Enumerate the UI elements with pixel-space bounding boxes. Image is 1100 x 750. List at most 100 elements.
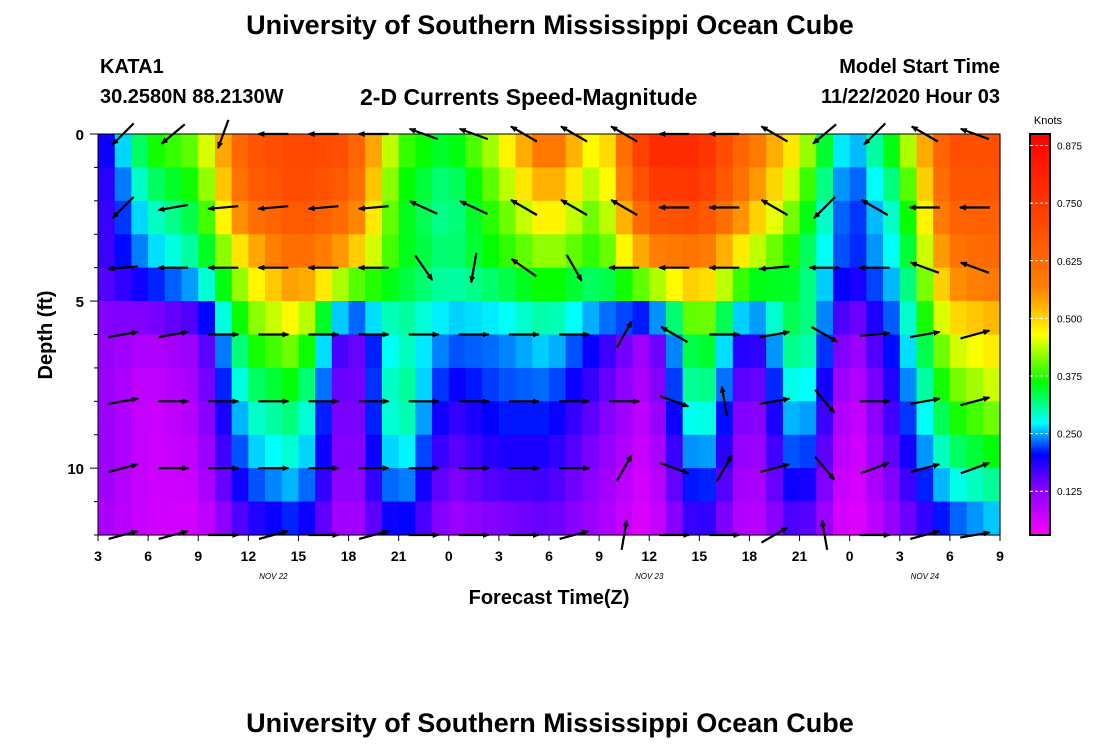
heatmap-cell <box>465 367 483 402</box>
heatmap-cell <box>749 401 767 436</box>
heatmap-cell <box>665 200 684 235</box>
heatmap-cell <box>832 468 851 503</box>
heatmap-cell <box>732 501 751 536</box>
heatmap-cell <box>899 468 918 503</box>
heatmap-cell <box>532 267 550 302</box>
current-vector <box>660 326 688 343</box>
heatmap-cell <box>649 301 667 336</box>
heatmap-cell <box>549 334 567 369</box>
heatmap-cell <box>532 134 550 169</box>
heatmap-cell <box>265 301 283 336</box>
heatmap-cell <box>732 234 751 269</box>
heatmap-cell <box>181 468 199 503</box>
heatmap-cell <box>248 301 266 336</box>
heatmap-cell <box>582 200 600 235</box>
heatmap-cell <box>198 267 216 302</box>
heatmap-cell <box>298 401 316 436</box>
heatmap-cell <box>214 367 233 402</box>
heatmap-cell <box>198 301 216 336</box>
heatmap-cell <box>699 200 717 235</box>
colorbar-tick-label: 0.250 <box>1057 430 1082 441</box>
colorbar-tick-label: 0.875 <box>1057 142 1082 153</box>
heatmap-cell <box>699 301 717 336</box>
heatmap-cell <box>515 267 533 302</box>
heatmap-cell <box>799 468 817 503</box>
heatmap-cell <box>766 367 784 402</box>
heatmap-cell <box>615 501 634 536</box>
heatmap-cell <box>415 134 433 169</box>
current-vector <box>217 119 230 150</box>
current-vector <box>258 529 289 540</box>
heatmap-cell <box>398 334 416 369</box>
heatmap-cell <box>448 134 467 169</box>
heatmap-cell <box>131 468 149 503</box>
heatmap-cell <box>265 134 283 169</box>
heatmap-cell <box>482 468 500 503</box>
heatmap-cell <box>465 468 483 503</box>
heatmap-cell <box>198 134 216 169</box>
current-vector <box>759 396 791 405</box>
x-tick-label: 3 <box>94 548 102 564</box>
heatmap-cell <box>448 501 467 536</box>
heatmap-cell <box>181 167 199 202</box>
heatmap-cell <box>381 501 400 536</box>
heatmap-cell <box>465 501 483 536</box>
heatmap-cell <box>816 367 834 402</box>
heatmap-cell <box>916 134 934 169</box>
heatmap-cell <box>716 401 734 436</box>
heatmap-cell <box>231 200 249 235</box>
heatmap-cell <box>966 334 984 369</box>
current-vector <box>111 122 135 146</box>
heatmap-cell <box>799 401 817 436</box>
heatmap-cell <box>281 167 300 202</box>
heatmap-cell <box>381 267 400 302</box>
heatmap-cell <box>966 267 984 302</box>
heatmap-cell <box>599 367 617 402</box>
heatmap-cell <box>114 334 132 369</box>
heatmap-cell <box>448 267 467 302</box>
heatmap-cell <box>849 134 867 169</box>
heatmap-cell <box>432 334 450 369</box>
heatmap-cell <box>832 234 851 269</box>
heatmap-cell <box>482 401 500 436</box>
heatmap-cell <box>365 434 383 469</box>
heatmap-cell <box>298 334 316 369</box>
heatmap-cell <box>933 267 951 302</box>
heatmap-cell <box>549 367 567 402</box>
x-tick-label: 9 <box>194 548 202 564</box>
heatmap-cell <box>816 167 834 202</box>
current-vector <box>910 462 941 474</box>
heatmap-cell <box>331 167 350 202</box>
heatmap-cell <box>699 468 717 503</box>
heatmap-cell <box>582 234 600 269</box>
heatmap-cell <box>415 334 433 369</box>
heatmap-cell <box>131 267 149 302</box>
heatmap-cell <box>281 301 300 336</box>
heatmap-cell <box>899 367 918 402</box>
heatmap-cell <box>716 434 734 469</box>
heatmap-cell <box>866 501 884 536</box>
heatmap-cell <box>549 234 567 269</box>
heatmap-cell <box>665 334 684 369</box>
heatmap-cell <box>549 301 567 336</box>
heatmap-cell <box>398 267 416 302</box>
heatmap-cell <box>114 267 132 302</box>
chart-subtitle: 2-D Currents Speed-Magnitude <box>360 84 698 110</box>
heatmap-cell <box>599 301 617 336</box>
heatmap-cell <box>916 401 934 436</box>
heatmap-cell <box>732 267 751 302</box>
heatmap-cell <box>816 334 834 369</box>
heatmap-cell <box>799 334 817 369</box>
heatmap-cell <box>766 468 784 503</box>
heatmap-cell <box>766 334 784 369</box>
heatmap-cell <box>816 200 834 235</box>
colorbar-tick-label: 0.500 <box>1057 314 1082 325</box>
heatmap-cell <box>131 200 149 235</box>
heatmap-cell <box>482 434 500 469</box>
heatmap-cell <box>348 468 366 503</box>
current-vector <box>813 196 836 219</box>
heatmap-cell <box>549 200 567 235</box>
heatmap-cell <box>899 134 918 169</box>
heatmap-cell <box>866 134 884 169</box>
heatmap-cell <box>148 367 166 402</box>
